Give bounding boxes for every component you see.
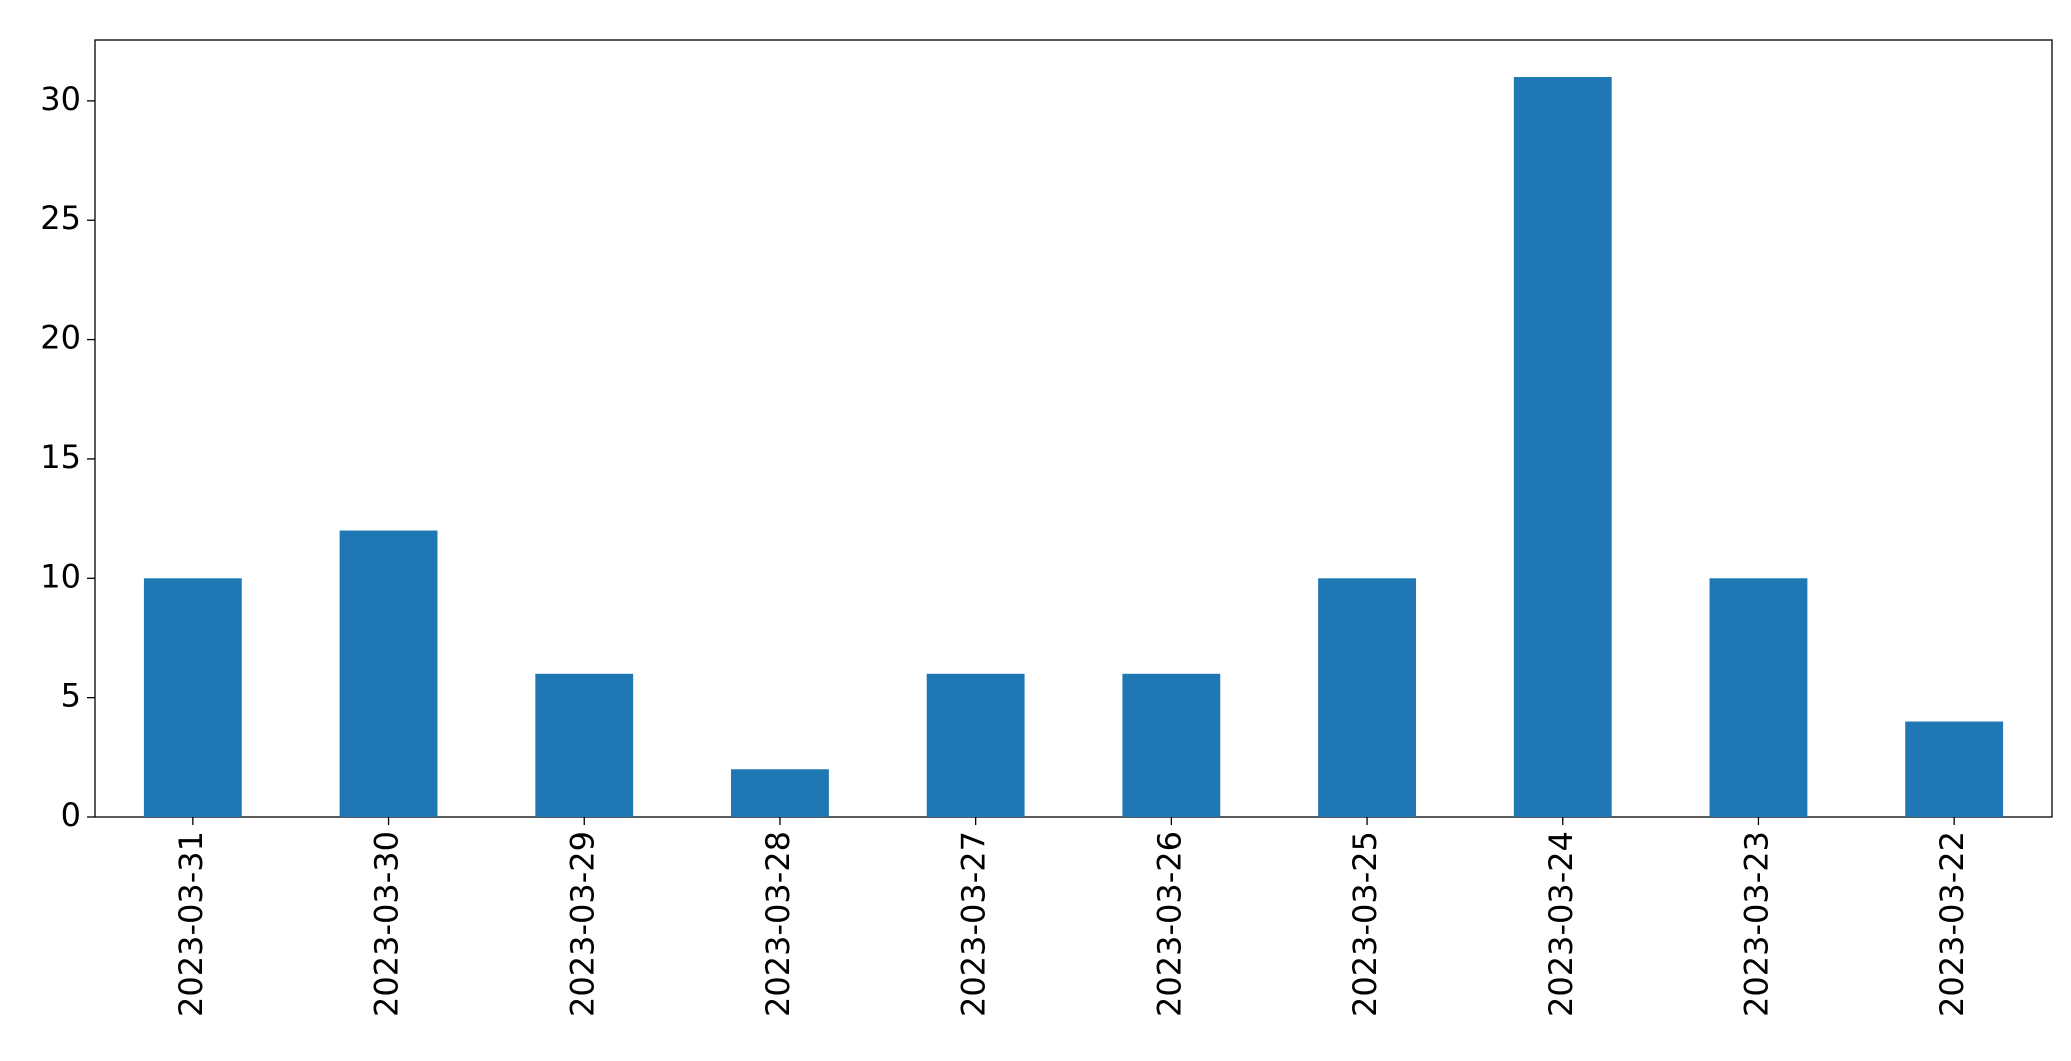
x-tick-label: 2023-03-26 xyxy=(1150,831,1188,1017)
y-tick-label: 25 xyxy=(40,199,81,237)
y-tick-label: 10 xyxy=(40,557,81,595)
y-tick-label: 15 xyxy=(40,438,81,476)
bar xyxy=(926,673,1025,817)
bar xyxy=(339,530,438,817)
bar xyxy=(1318,578,1416,817)
x-tick-label: 2023-03-25 xyxy=(1346,831,1384,1017)
x-tick-label: 2023-03-30 xyxy=(368,831,406,1017)
y-tick-label: 30 xyxy=(40,80,81,118)
bar xyxy=(731,769,829,817)
y-tick-label: 20 xyxy=(40,319,81,357)
x-tick-label: 2023-03-31 xyxy=(172,831,210,1017)
plot-frame xyxy=(94,39,2053,818)
x-tick-label: 2023-03-24 xyxy=(1542,831,1580,1017)
y-tick-label: 5 xyxy=(61,677,81,715)
bar xyxy=(1513,77,1612,817)
x-tick-label: 2023-03-27 xyxy=(955,831,993,1017)
y-tick-label: 0 xyxy=(61,796,81,834)
x-tick-label: 2023-03-22 xyxy=(1933,831,1971,1017)
x-tick-label: 2023-03-23 xyxy=(1737,831,1775,1017)
bar xyxy=(535,673,634,817)
bar xyxy=(1122,673,1221,817)
bar xyxy=(143,578,242,817)
x-tick-label: 2023-03-29 xyxy=(563,831,601,1017)
bar xyxy=(1709,578,1808,817)
bar xyxy=(1905,721,2004,817)
x-tick-label: 2023-03-28 xyxy=(759,831,797,1017)
